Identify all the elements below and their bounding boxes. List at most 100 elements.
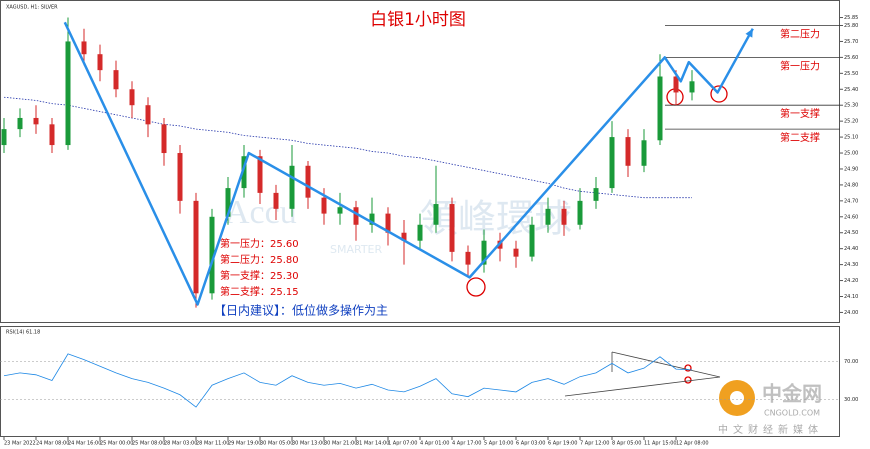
note: 第一支撑：25.30 [220, 269, 299, 282]
candle-body [49, 124, 55, 146]
circle-marker [684, 376, 692, 384]
x-tick-label: 24 Mar 16:00 [68, 441, 101, 447]
x-tick-label: 28 Mar 03:00 [164, 441, 197, 447]
y-tick-label: 25.10 [844, 135, 858, 141]
x-tick-label: 30 Mar 05:00 [260, 441, 293, 447]
y-tick-label: 24.00 [844, 310, 858, 316]
candle-body [513, 248, 519, 257]
logo-text: 中文财经新媒体 [718, 423, 823, 436]
trend-path [63, 21, 754, 306]
candle-body [577, 200, 583, 225]
y-tick-label: 24.30 [844, 262, 858, 268]
y-tick-label: 24.60 [844, 214, 858, 220]
candle-body [369, 213, 375, 225]
x-tick-label: 1 Apr 07:00 [388, 441, 417, 447]
note: 第二压力：25.80 [220, 253, 299, 266]
x-tick-label: 23 Mar 2022 [4, 441, 36, 447]
y-tick-label: 25.80 [844, 23, 858, 29]
candle-body [593, 188, 599, 201]
y-tick-label: 24.40 [844, 246, 858, 252]
logo-icon [730, 391, 744, 405]
y-tick-label: 24.10 [844, 294, 858, 300]
candle-body [433, 204, 439, 225]
logo-text: CNGOLD.COM [764, 409, 820, 418]
candle-body [129, 89, 135, 106]
x-tick-label: 25 Mar 00:00 [100, 441, 133, 447]
y-tick-label: 24.50 [844, 230, 858, 236]
rsi-frame [0, 326, 840, 437]
triangle [564, 351, 721, 397]
x-tick-label: 4 Apr 17:00 [452, 441, 481, 447]
chart-title: 白银1小时图 [370, 10, 466, 30]
level-label: 第二支撑 [780, 131, 820, 144]
candle-body [481, 240, 487, 265]
candle-body [257, 156, 263, 193]
rsi-tick-label: 70.00 [844, 359, 858, 365]
logo-text: 中金网 [762, 382, 822, 406]
y-tick-label: 25.00 [844, 151, 858, 157]
y-tick-label: 25.40 [844, 87, 858, 93]
y-tick-label: 25.50 [844, 71, 858, 77]
candle-body [673, 76, 679, 93]
candle-body [625, 137, 631, 166]
circle-marker [684, 364, 692, 372]
x-tick-label: 4 Apr 01:00 [420, 441, 449, 447]
x-tick-label: 30 Mar 13:00 [292, 441, 325, 447]
circle-marker [710, 85, 728, 103]
candle-body [17, 117, 23, 130]
watermark-text: SMARTER [330, 243, 383, 256]
x-tick-label: 24 Mar 08:00 [36, 441, 69, 447]
candle-body [225, 188, 231, 217]
y-tick-label: 24.80 [844, 182, 858, 188]
arrow-head [745, 28, 753, 38]
candle-body [97, 54, 103, 71]
candle-body [449, 204, 455, 252]
note: 第一压力：25.60 [220, 237, 299, 250]
candle-body [1, 129, 7, 146]
candle-body [529, 224, 535, 257]
triangle-line [611, 351, 721, 378]
candle-body [305, 165, 311, 198]
rsi-line [3, 353, 693, 408]
x-tick-label: 30 Mar 21:00 [324, 441, 357, 447]
x-tick-label: 29 Mar 19:00 [228, 441, 261, 447]
x-tick-label: 6 Apr 19:00 [548, 441, 577, 447]
candle-body [241, 156, 247, 189]
y-tick-label: 25.30 [844, 103, 858, 109]
x-tick-label: 31 Mar 14:00 [356, 441, 389, 447]
level-label: 第一支撑 [780, 107, 820, 120]
y-tick-label: 25.85 [844, 15, 858, 21]
y-tick-label: 24.20 [844, 278, 858, 284]
x-tick-label: 6 Apr 03:00 [516, 441, 545, 447]
watermark-text: Accu [225, 194, 297, 231]
candle-body [161, 124, 167, 154]
candle-body [193, 200, 199, 294]
rsi-tick-label: 30.00 [844, 397, 858, 403]
y-tick-label: 24.70 [844, 198, 858, 204]
candle-body [353, 207, 359, 225]
candle-body [417, 224, 423, 241]
candle-body [689, 81, 695, 93]
candle-body [273, 192, 279, 209]
main-frame [0, 0, 840, 323]
circle-marker [466, 277, 486, 297]
x-tick-label: 25 Mar 08:00 [132, 441, 165, 447]
y-tick-label: 24.90 [844, 166, 858, 172]
y-tick-label: 25.70 [844, 39, 858, 45]
logo: 中金网 CNGOLD.COM 中文财经新媒体 [718, 380, 823, 436]
y-tick-label: 25.60 [844, 55, 858, 61]
candle-body [113, 70, 119, 90]
candle-body [209, 216, 215, 294]
moving-average [3, 96, 692, 199]
candle-body [177, 153, 183, 201]
x-tick-label: 8 Apr 05:00 [612, 441, 641, 447]
candle-body [337, 207, 343, 214]
level-label: 第一压力 [780, 59, 820, 72]
candle-body [65, 41, 71, 146]
candle-body [81, 41, 87, 55]
candle-body [545, 208, 551, 225]
symbol-label: XAGUSD, H1: SILVER [6, 5, 58, 11]
triangle-line [564, 376, 721, 397]
level-label: 第二压力 [780, 28, 820, 41]
